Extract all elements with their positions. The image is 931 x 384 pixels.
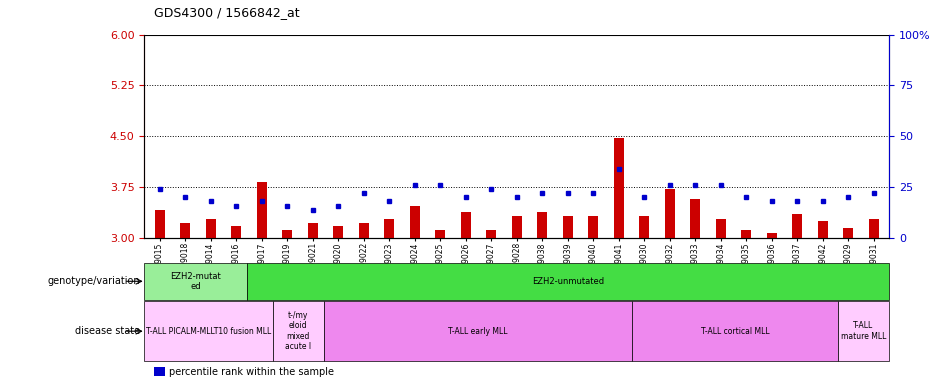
Bar <box>385 219 394 238</box>
Bar <box>665 189 675 238</box>
Text: percentile rank within the sample: percentile rank within the sample <box>169 367 333 377</box>
Bar <box>690 199 700 238</box>
Bar <box>843 228 854 238</box>
Text: T-ALL cortical MLL: T-ALL cortical MLL <box>701 327 769 336</box>
Bar <box>792 214 803 238</box>
Bar <box>640 216 649 238</box>
Bar <box>410 205 420 238</box>
Bar <box>869 219 879 238</box>
Bar <box>180 223 190 238</box>
Bar <box>155 210 165 238</box>
Text: EZH2-unmutated: EZH2-unmutated <box>532 277 604 286</box>
Bar <box>766 233 776 238</box>
Text: EZH2-mutat
ed: EZH2-mutat ed <box>170 271 221 291</box>
Text: GDS4300 / 1566842_at: GDS4300 / 1566842_at <box>154 6 299 19</box>
Bar <box>435 230 445 238</box>
Bar <box>333 226 344 238</box>
Text: disease state: disease state <box>74 326 140 336</box>
Bar <box>324 301 632 361</box>
Bar <box>144 301 273 361</box>
Text: T-ALL
mature MLL: T-ALL mature MLL <box>841 321 886 341</box>
Bar <box>614 138 624 238</box>
Bar <box>282 230 292 238</box>
Bar <box>257 182 267 238</box>
Bar <box>461 212 471 238</box>
Text: T-ALL early MLL: T-ALL early MLL <box>449 327 508 336</box>
Bar <box>247 263 889 300</box>
Bar <box>486 230 496 238</box>
Text: genotype/variation: genotype/variation <box>47 276 140 286</box>
Bar <box>632 301 838 361</box>
Bar <box>817 221 828 238</box>
Bar <box>741 230 751 238</box>
Text: t-/my
eloid
mixed
acute l: t-/my eloid mixed acute l <box>285 311 312 351</box>
Bar <box>588 216 599 238</box>
Bar <box>716 219 726 238</box>
Bar <box>512 216 521 238</box>
Text: T-ALL PICALM-MLLT10 fusion MLL: T-ALL PICALM-MLLT10 fusion MLL <box>146 327 271 336</box>
Bar <box>231 226 241 238</box>
Bar <box>562 216 573 238</box>
Bar <box>358 223 369 238</box>
Bar <box>537 212 547 238</box>
Bar <box>838 301 889 361</box>
Bar <box>206 219 216 238</box>
Bar <box>144 263 247 300</box>
Bar <box>273 301 324 361</box>
Bar <box>307 223 317 238</box>
